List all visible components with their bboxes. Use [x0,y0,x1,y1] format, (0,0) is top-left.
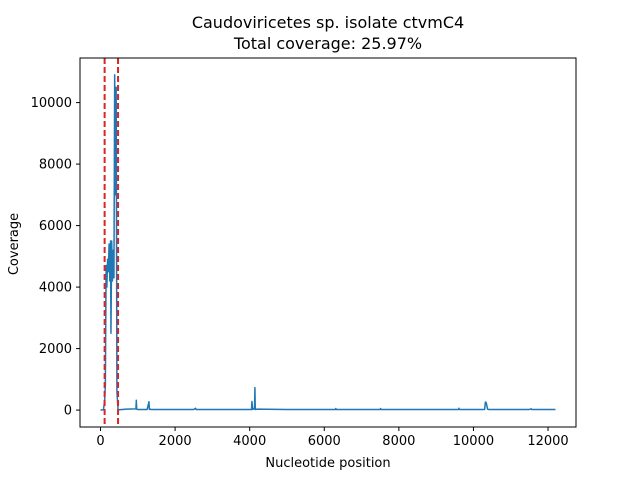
y-axis-label: Coverage [7,213,22,275]
x-tick-label: 8000 [382,434,415,449]
y-tick-label: 0 [64,404,72,419]
chart-title: Caudoviricetes sp. isolate ctvmC4 [192,13,464,32]
x-tick-label: 6000 [308,434,341,449]
y-tick-label: 4000 [39,281,72,296]
y-tick-label: 8000 [39,158,72,173]
x-tick-label: 12000 [527,434,568,449]
coverage-line-0 [100,74,556,411]
y-tick-label: 6000 [39,219,72,234]
axes-frame [79,57,577,428]
y-tick-label: 2000 [39,342,72,357]
chart-subtitle: Total coverage: 25.97% [233,34,422,53]
x-tick-label: 10000 [453,434,494,449]
y-tick-label: 10000 [31,96,72,111]
plot-area [100,58,556,427]
axis-ticks: 0 2000 4000 6000 8000 10000 12000 0 2000 4000 6000… [31,96,569,449]
x-tick-label: 2000 [159,434,192,449]
x-axis-label: Nucleotide position [265,456,390,471]
x-tick-label: 4000 [233,434,266,449]
x-tick-label: 0 [96,434,104,449]
